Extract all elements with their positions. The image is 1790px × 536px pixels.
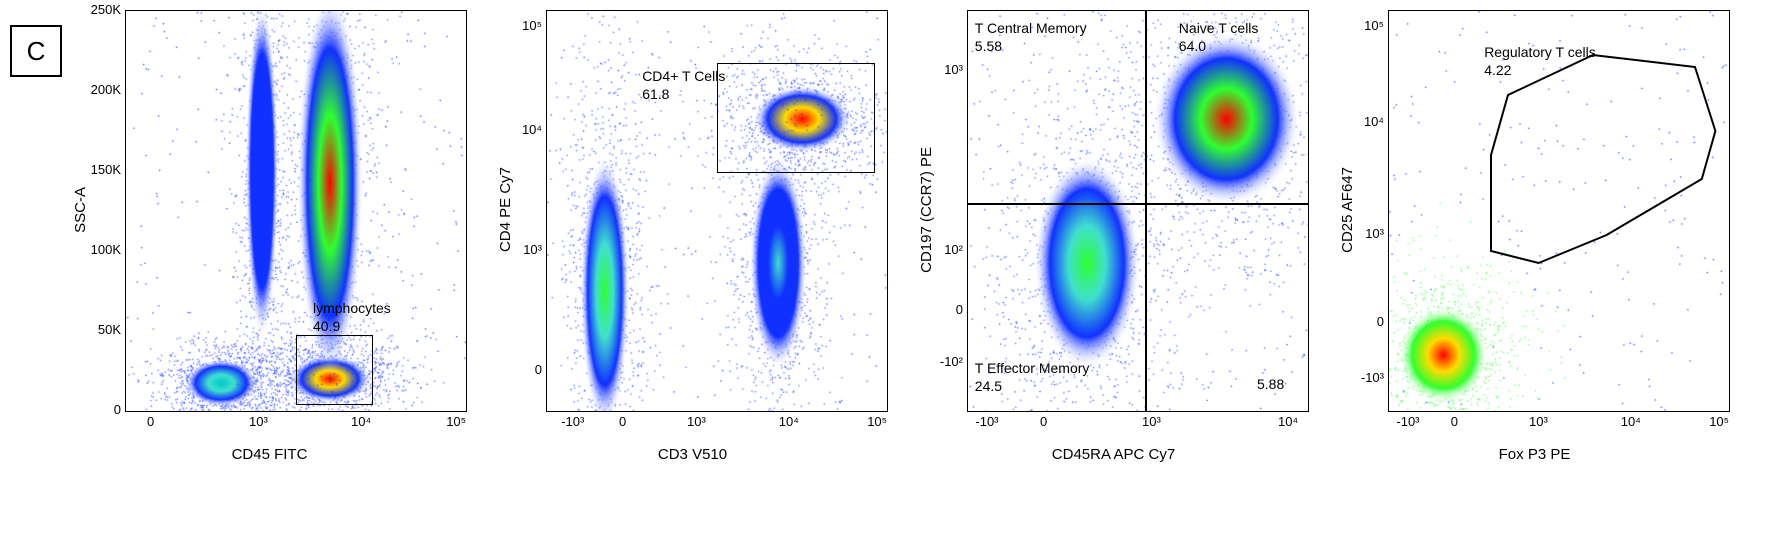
quad-label: Naive T cells64.0 — [1179, 19, 1259, 55]
plot-1-wrapper: SSC-A 050K100K150K200K250K lymphocytes40… — [72, 10, 467, 463]
plot-2-x-ticks: -10³ 0 10³ 10⁴ 10⁵ — [546, 412, 886, 432]
plot-1-area: lymphocytes40.9 — [125, 10, 467, 412]
plot-4-area: Regulatory T cells4.22 — [1388, 10, 1730, 412]
x-tick: 10³ — [1529, 414, 1548, 429]
plot-2-y-label: CD4 PE Cy7 — [497, 167, 514, 252]
plot-4-y-ticks: -10³ 0 10³ 10⁴ 10⁵ — [1358, 10, 1388, 410]
x-tick: -10³ — [1396, 414, 1419, 429]
x-tick: 10⁴ — [1621, 414, 1641, 429]
quad-label: T Effector Memory24.5 — [975, 359, 1090, 395]
y-tick: 10⁴ — [522, 123, 542, 136]
plot-2-wrapper: CD4 PE Cy7 0 10³ 10⁴ 10⁵ CD4+ T Cells61.8 -… — [497, 10, 888, 463]
plot-4-wrapper: CD25 AF647 -10³ 0 10³ 10⁴ 10⁵ Regulatory T c… — [1339, 10, 1730, 463]
plot-2-y-ticks: 0 10³ 10⁴ 10⁵ — [516, 10, 546, 410]
y-tick: 10³ — [944, 63, 963, 76]
x-tick: 0 — [147, 414, 154, 429]
x-tick: 10⁴ — [1278, 414, 1298, 429]
quad-line-v — [1145, 11, 1147, 411]
y-tick: 10² — [944, 243, 963, 256]
plot-3-x-ticks: -10³ 0 10³ 10⁴ — [967, 412, 1307, 432]
plot-3-canvas — [968, 11, 1308, 411]
y-tick: -10³ — [1361, 371, 1384, 384]
y-tick: 150K — [91, 163, 121, 176]
y-tick: 10³ — [1365, 227, 1384, 240]
plot-4-y-label: CD25 AF647 — [1339, 167, 1356, 253]
y-tick: 50K — [98, 323, 121, 336]
y-tick: 100K — [91, 243, 121, 256]
panel-letter-box: C — [10, 25, 62, 77]
polygon-gate-label: Regulatory T cells4.22 — [1484, 43, 1596, 79]
y-tick: 0 — [956, 303, 963, 316]
gate-box — [717, 63, 875, 173]
quad-label: T Central Memory5.58 — [975, 19, 1087, 55]
y-tick: 250K — [91, 3, 121, 16]
y-tick: 10⁵ — [522, 19, 542, 32]
y-tick: 200K — [91, 83, 121, 96]
x-tick: 10⁴ — [779, 414, 799, 429]
plot-4-x-label: Fox P3 PE — [1499, 446, 1571, 463]
quad-label: 5.88 — [1257, 375, 1284, 393]
quad-line-h — [968, 203, 1308, 205]
panel-letter: C — [27, 36, 46, 67]
plot-3-area: T Central Memory5.58 Naive T cells64.0 T E… — [967, 10, 1309, 412]
plot-2-x-label: CD3 V510 — [658, 446, 727, 463]
x-tick: -10³ — [975, 414, 998, 429]
plot-3-x-label: CD45RA APC Cy7 — [1052, 446, 1175, 463]
y-tick: 0 — [1377, 315, 1384, 328]
x-tick: 0 — [619, 414, 626, 429]
figure-container: C SSC-A 050K100K150K200K250K lymphocytes… — [10, 10, 1790, 526]
x-tick: 10⁴ — [351, 414, 371, 429]
plot-3-y-ticks: -10² 0 10² 10³ — [937, 10, 967, 410]
plot-2-area: CD4+ T Cells61.8 — [546, 10, 888, 412]
plot-1-y-label: SSC-A — [72, 187, 89, 233]
gate-label: CD4+ T Cells61.8 — [642, 67, 725, 103]
gate-label: lymphocytes40.9 — [313, 299, 391, 335]
plot-1-x-label: CD45 FITC — [232, 446, 308, 463]
plot-3-wrapper: CD197 (CCR7) PE -10² 0 10² 10³ T Central Me… — [918, 10, 1309, 463]
x-tick: 0 — [1451, 414, 1458, 429]
y-tick: 0 — [114, 403, 121, 416]
y-tick: 10³ — [523, 243, 542, 256]
x-tick: 0 — [1040, 414, 1047, 429]
y-tick: 10⁴ — [1364, 115, 1384, 128]
gate-box — [296, 335, 373, 405]
plot-4-x-ticks: -10³ 0 10³ 10⁴ 10⁵ — [1388, 412, 1728, 432]
plot-1-y-ticks: 050K100K150K200K250K — [91, 10, 125, 410]
plot-3-y-label: CD197 (CCR7) PE — [918, 147, 935, 273]
x-tick: 10⁵ — [1709, 414, 1729, 429]
y-tick: 0 — [535, 363, 542, 376]
x-tick: 10⁵ — [446, 414, 466, 429]
y-tick: -10² — [940, 355, 963, 368]
y-tick: 10⁵ — [1364, 19, 1384, 32]
x-tick: 10³ — [1142, 414, 1161, 429]
x-tick: -10³ — [561, 414, 584, 429]
x-tick: 10³ — [249, 414, 268, 429]
x-tick: 10³ — [687, 414, 706, 429]
plot-1-x-ticks: 0 10³ 10⁴ 10⁵ — [125, 412, 465, 432]
x-tick: 10⁵ — [867, 414, 887, 429]
